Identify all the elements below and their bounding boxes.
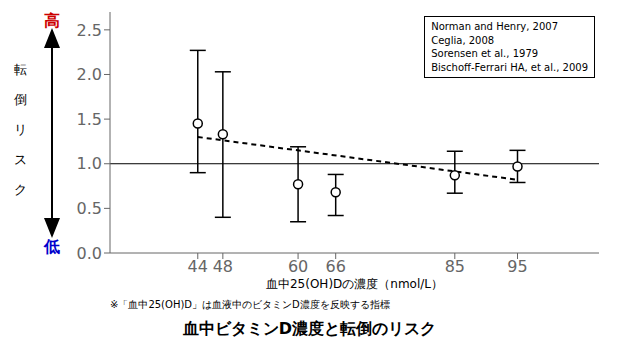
svg-text:ス: ス [14, 152, 27, 167]
html-text:血中25(OH)Dの濃度（nmol/L）: 血中25(OH)Dの濃度（nmol/L） [266, 277, 443, 291]
svg-text:0.0: 0.0 [77, 244, 102, 263]
svg-text:2.0: 2.0 [77, 65, 102, 84]
svg-text:転: 転 [14, 62, 27, 77]
svg-text:1.0: 1.0 [77, 154, 102, 173]
html-text:Norman and Henry, 2007: Norman and Henry, 2007 [431, 21, 558, 32]
svg-text:0.5: 0.5 [77, 199, 102, 218]
svg-text:倒: 倒 [14, 92, 27, 107]
html-text:血中ビタミンD濃度と転倒のリスク: 血中ビタミンD濃度と転倒のリスク [182, 319, 437, 338]
html-text:Ceglia, 2008: Ceglia, 2008 [431, 34, 495, 46]
svg-text:95: 95 [507, 257, 527, 275]
svg-text:低: 低 [43, 237, 60, 256]
svg-text:高: 高 [44, 11, 60, 30]
svg-text:ク: ク [14, 182, 27, 197]
svg-text:85: 85 [445, 257, 465, 275]
svg-text:48: 48 [213, 257, 233, 275]
svg-text:60: 60 [288, 257, 308, 275]
svg-text:44: 44 [188, 257, 208, 275]
html-text:※「血中25(OH)D」は血液中のビタミンD濃度を反映する指: ※「血中25(OH)D」は血液中のビタミンD濃度を反映する指標 [110, 299, 390, 310]
svg-text:リ: リ [14, 122, 27, 137]
html-text:Bischoff-Ferrari HA, et al., 2: Bischoff-Ferrari HA, et al., 2009 [431, 61, 588, 73]
svg-text:2.5: 2.5 [77, 21, 102, 40]
svg-text:66: 66 [326, 257, 346, 275]
html-text:Sorensen et al., 1979: Sorensen et al., 1979 [431, 48, 539, 59]
svg-text:1.5: 1.5 [77, 110, 102, 129]
